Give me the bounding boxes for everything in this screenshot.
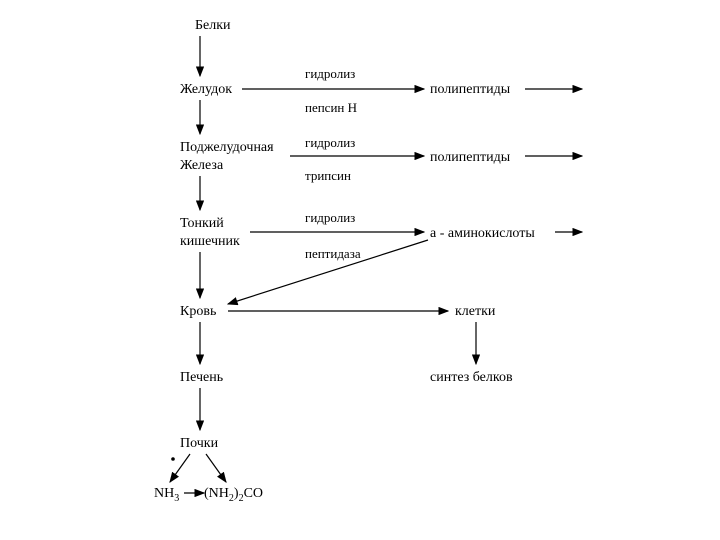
node-kletki: клетки xyxy=(455,304,495,320)
node-belki: Белки xyxy=(195,18,231,34)
node-zheludok: Желудок xyxy=(180,82,232,98)
label-peptidaza: пептидаза xyxy=(305,246,361,262)
label-gidroliz-3: гидролиз xyxy=(305,210,355,226)
label-tripsin: трипсин xyxy=(305,168,351,184)
node-nh3: NH3 xyxy=(154,486,179,504)
node-amino: a - аминокислоты xyxy=(430,226,535,242)
node-pechen: Печень xyxy=(180,370,223,386)
node-pochki: Почки xyxy=(180,436,218,452)
flowchart-arrows xyxy=(0,0,720,540)
node-krov: Кровь xyxy=(180,304,216,320)
node-sintez: синтез белков xyxy=(430,370,513,386)
label-pepsin: пепсин Н xyxy=(305,100,357,116)
label-gidroliz-1: гидролиз xyxy=(305,66,355,82)
node-tonkiy-2: кишечник xyxy=(180,234,240,250)
node-urea: (NH2)2CO xyxy=(204,486,263,504)
node-podzhel-2: Железа xyxy=(180,158,223,174)
node-poly-1: полипептиды xyxy=(430,82,510,98)
node-podzhel-1: Поджелудочная xyxy=(180,140,274,156)
node-tonkiy-1: Тонкий xyxy=(180,216,224,232)
label-gidroliz-2: гидролиз xyxy=(305,135,355,151)
node-poly-2: полипептиды xyxy=(430,150,510,166)
